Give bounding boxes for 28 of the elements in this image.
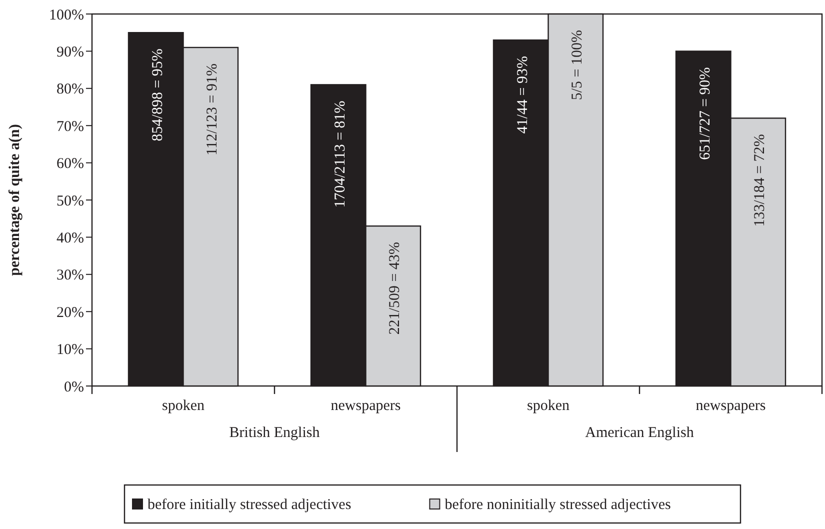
y-tick-label: 80% (56, 82, 84, 98)
data-label: 41/44 = 93% (514, 56, 531, 134)
y-tick-label: 40% (56, 230, 84, 246)
data-label: 133/184 = 72% (752, 134, 768, 227)
y-tick-label: 60% (56, 156, 84, 172)
x-tick-label: spoken (527, 398, 570, 414)
y-tick-label: 20% (56, 304, 84, 321)
data-label: 221/509 = 43% (387, 242, 404, 335)
text: British English (229, 425, 320, 441)
y-tick-label: 90% (56, 44, 84, 60)
y-tick-label: 0% (64, 379, 84, 396)
y-tick-label: 70% (56, 118, 84, 135)
data-label: 112/123 = 91% (204, 63, 221, 156)
y-axis-title: percentage of quite a(n) (7, 124, 23, 276)
data-label: 854/898 = 95% (150, 48, 166, 142)
legend-label: before initially stressed adjectives (148, 497, 352, 513)
data-label: 1704/2113 = 81% (332, 100, 348, 208)
x-tick-label: newspapers (330, 398, 401, 414)
data-label: 5/5 = 100% (570, 30, 586, 100)
text: American English (585, 425, 694, 441)
y-tick-label: 30% (56, 268, 84, 284)
y-tick-label: 10% (56, 342, 84, 358)
x-tick-label: spoken (162, 398, 205, 414)
data-label: 651/727 = 90% (697, 67, 714, 160)
legend-label: before noninitially stressed adjectives (444, 497, 672, 513)
x-tick-label: newspapers (696, 398, 766, 414)
y-tick-label: 100% (49, 7, 84, 24)
y-tick-label: 50% (56, 193, 84, 210)
